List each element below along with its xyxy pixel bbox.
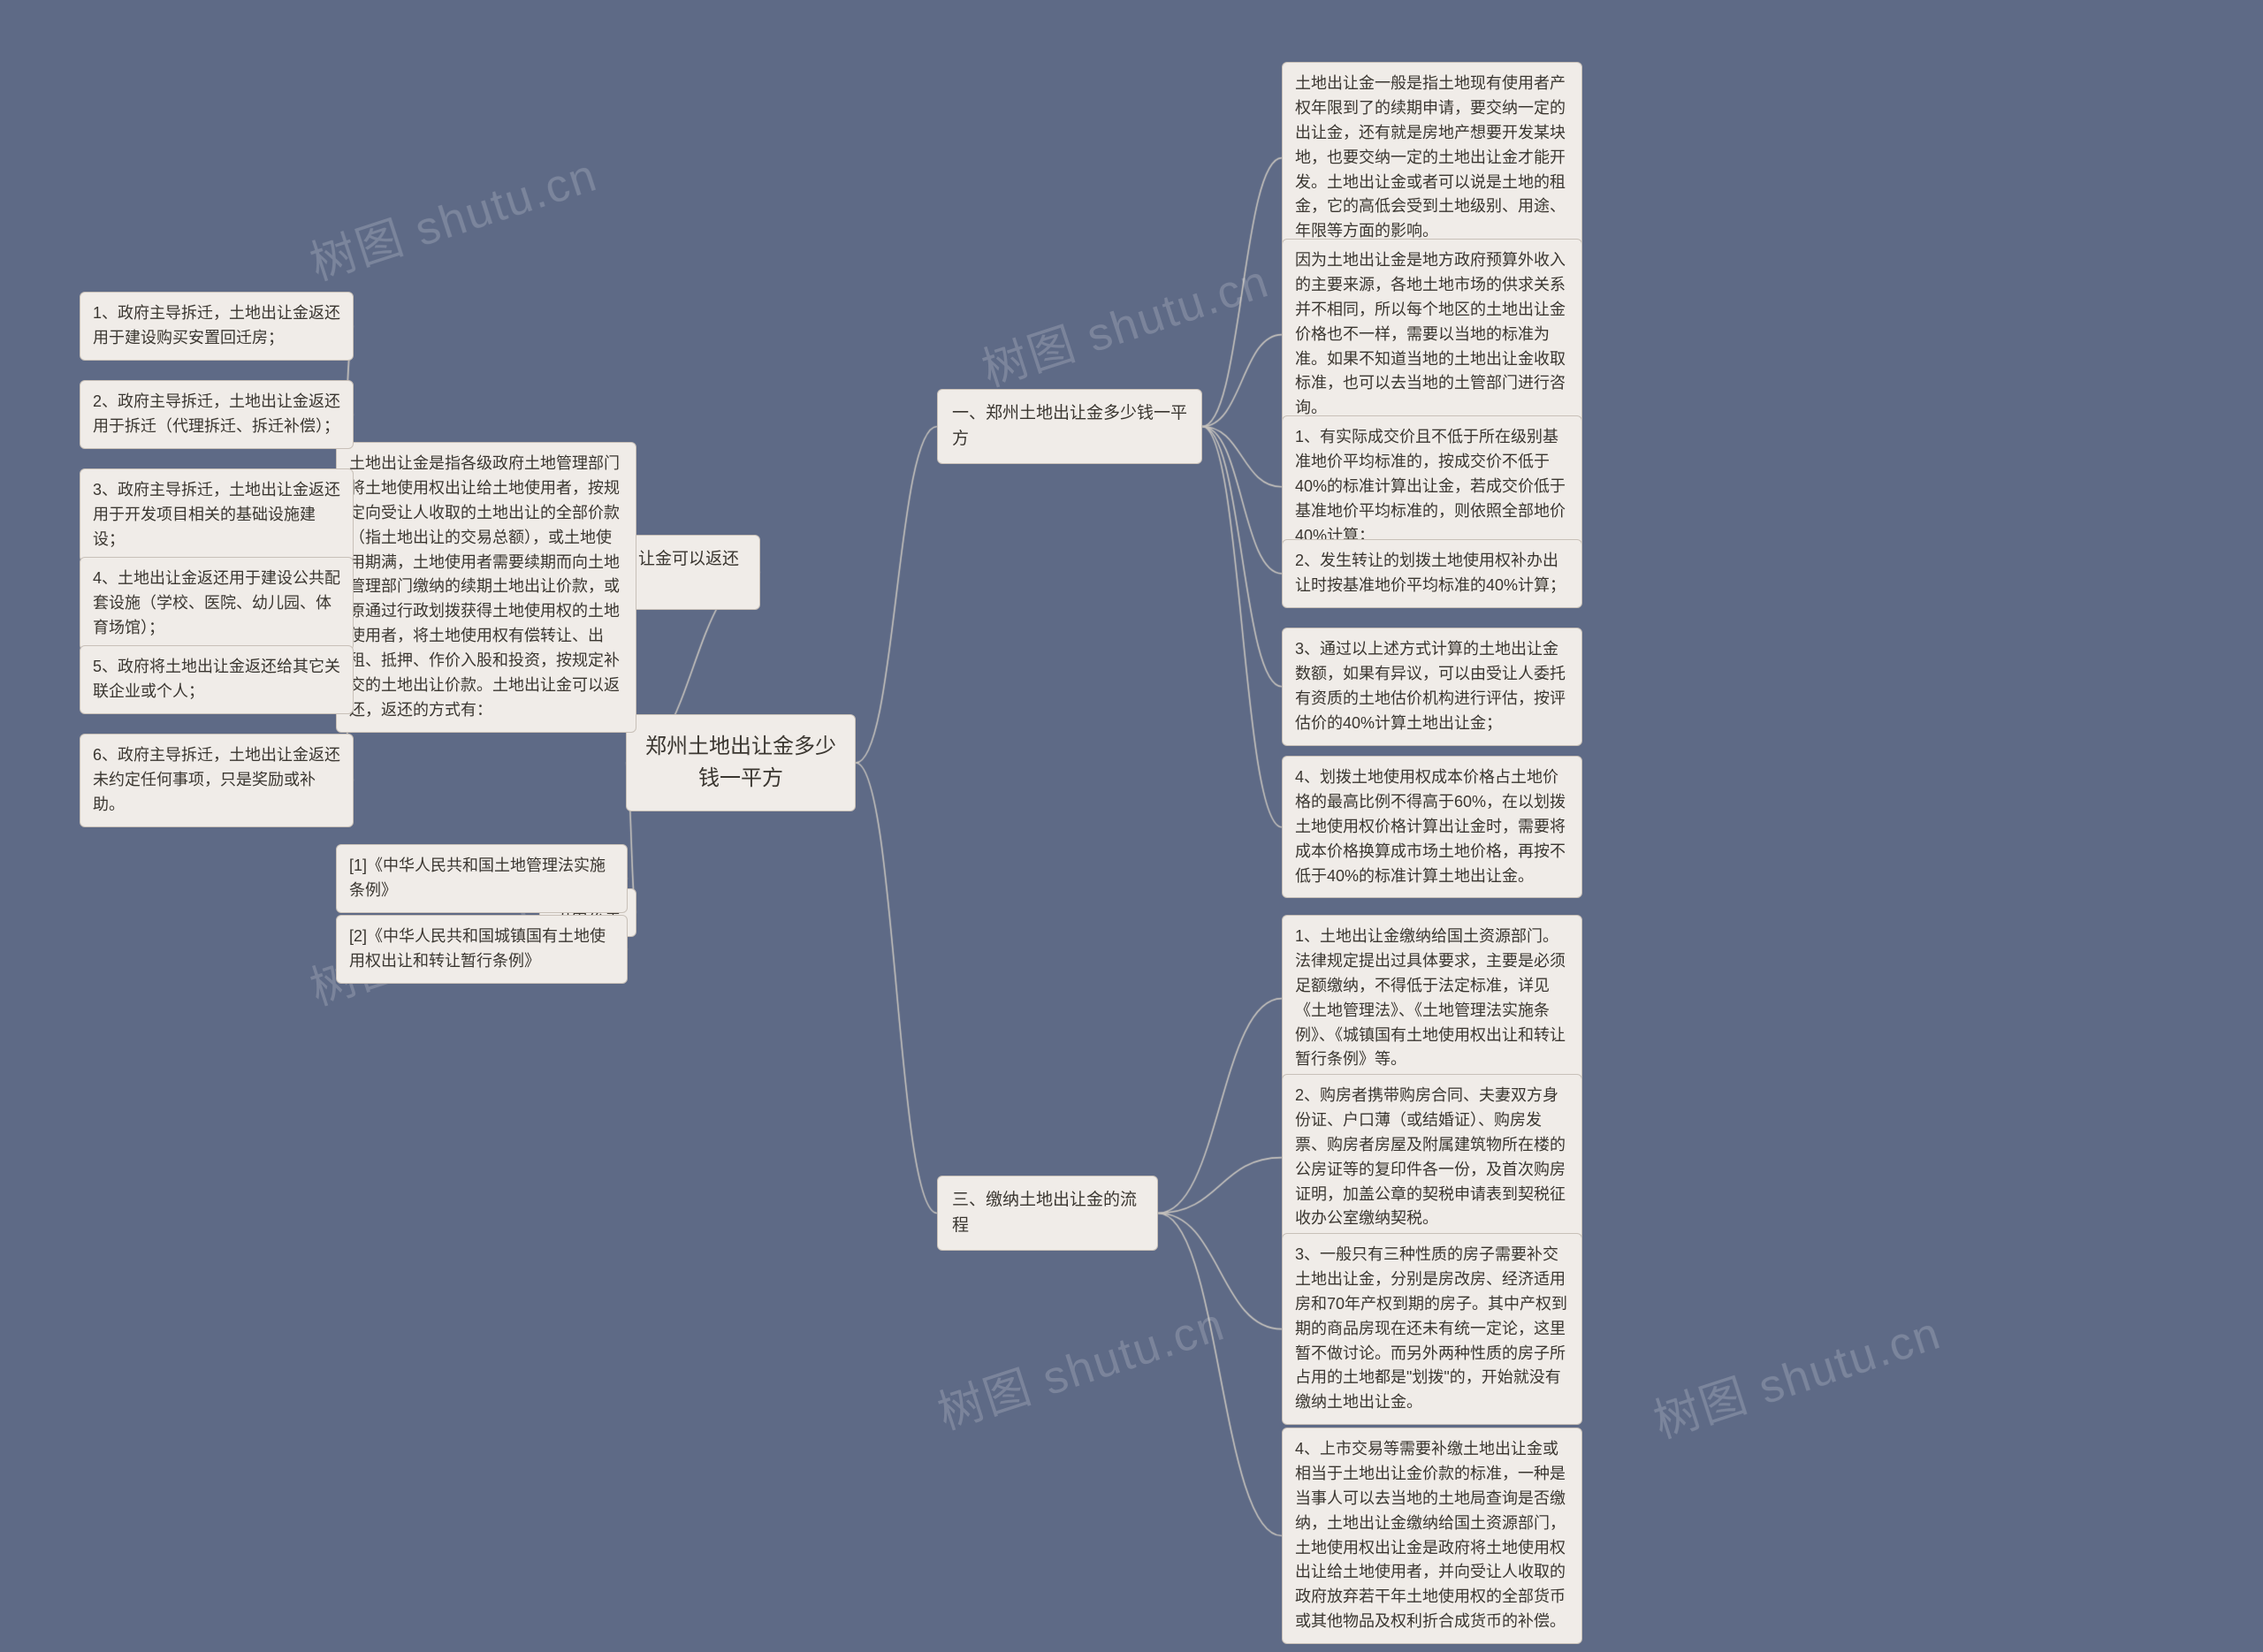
mindmap-node-b1c6[interactable]: 4、划拨土地使用权成本价格占土地价格的最高比例不得高于60%，在以划拨土地使用权… [1282,756,1582,898]
mindmap-node-b2m[interactable]: 土地出让金是指各级政府土地管理部门将土地使用权出让给土地使用者，按规定向受让人收… [336,442,636,733]
mindmap-node-b1[interactable]: 一、郑州土地出让金多少钱一平方 [937,389,1202,464]
mindmap-node-b2c2[interactable]: 2、政府主导拆迁，土地出让金返还用于拆迁（代理拆迁、拆迁补偿）； [80,380,354,449]
mindmap-node-b2c1[interactable]: 1、政府主导拆迁，土地出让金返还用于建设购买安置回迁房； [80,292,354,361]
mindmap-node-b3c4[interactable]: 4、上市交易等需要补缴土地出让金或相当于土地出让金价款的标准，一种是当事人可以去… [1282,1427,1582,1644]
mindmap-node-b2c3[interactable]: 3、政府主导拆迁，土地出让金返还用于开发项目相关的基础设施建设； [80,468,354,562]
mindmap-node-b1c2[interactable]: 因为土地出让金是地方政府预算外收入的主要来源，各地土地市场的供求关系并不相同，所… [1282,239,1582,430]
mindmap-node-root[interactable]: 郑州土地出让金多少钱一平方 [626,714,856,811]
mindmap-node-b1c5[interactable]: 3、通过以上述方式计算的土地出让金数额，如果有异议，可以由受让人委托有资质的土地… [1282,628,1582,746]
mindmap-node-b3c3[interactable]: 3、一般只有三种性质的房子需要补交土地出让金，分别是房改房、经济适用房和70年产… [1282,1233,1582,1425]
mindmap-node-b3c1[interactable]: 1、土地出让金缴纳给国土资源部门。法律规定提出过具体要求，主要是必须足额缴纳，不… [1282,915,1582,1082]
mindmap-node-b2c4[interactable]: 4、土地出让金返还用于建设公共配套设施（学校、医院、幼儿园、体育场馆）； [80,557,354,651]
mindmap-node-b3c2[interactable]: 2、购房者携带购房合同、夫妻双方身份证、户口薄（或结婚证）、购房发票、购房者房屋… [1282,1074,1582,1241]
mindmap-node-b4c2[interactable]: [2]《中华人民共和国城镇国有土地使用权出让和转让暂行条例》 [336,915,628,984]
mindmap-node-b3[interactable]: 三、缴纳土地出让金的流程 [937,1176,1158,1251]
mindmap-node-b1c1[interactable]: 土地出让金一般是指土地现有使用者产权年限到了的续期申请，要交纳一定的出让金，还有… [1282,62,1582,254]
mindmap-node-b4c1[interactable]: [1]《中华人民共和国土地管理法实施条例》 [336,844,628,913]
mindmap-node-b1c3[interactable]: 1、有实际成交价且不低于所在级别基准地价平均标准的，按成交价不低于40%的标准计… [1282,415,1582,558]
mindmap-node-b2c5[interactable]: 5、政府将土地出让金返还给其它关联企业或个人； [80,645,354,714]
mindmap-node-b2c6[interactable]: 6、政府主导拆迁，土地出让金返还未约定任何事项，只是奖励或补助。 [80,734,354,827]
mindmap-node-b1c4[interactable]: 2、发生转让的划拨土地使用权补办出让时按基准地价平均标准的40%计算； [1282,539,1582,608]
